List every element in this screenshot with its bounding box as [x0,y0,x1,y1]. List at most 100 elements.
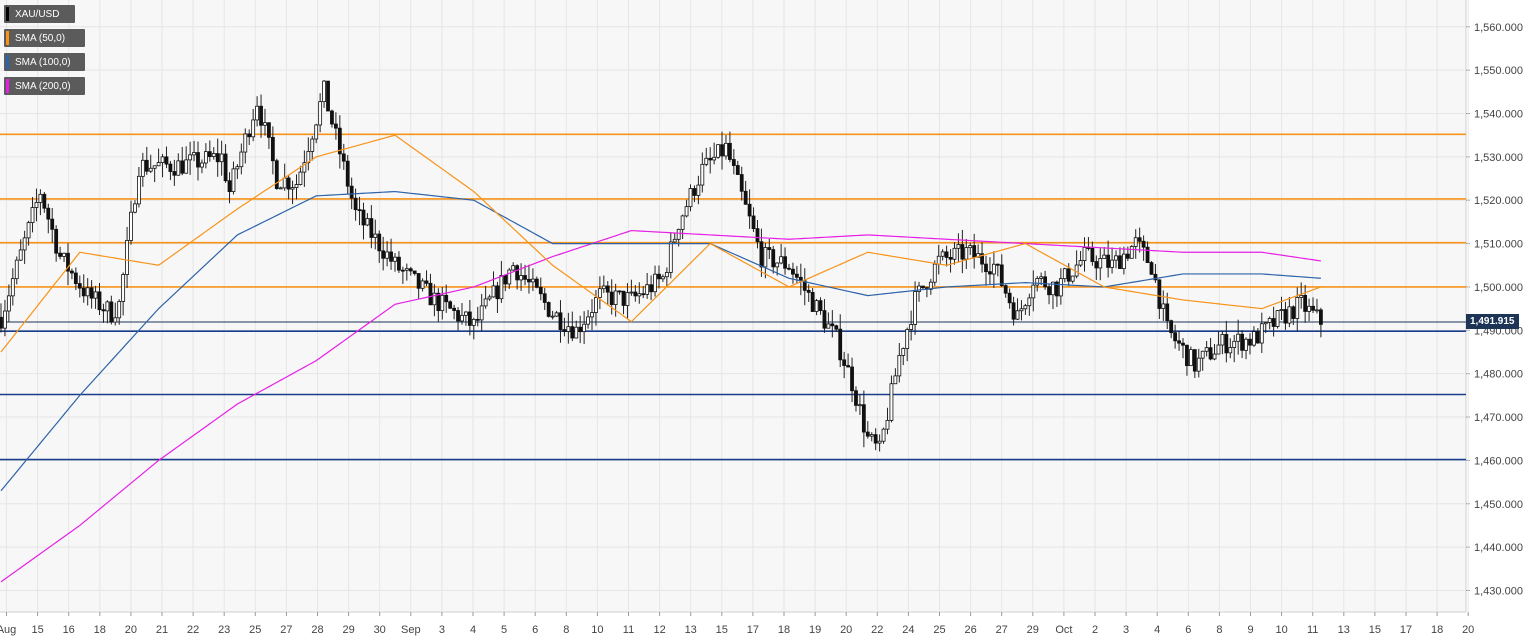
candle-body [538,286,543,295]
candle-body [436,292,441,312]
candle-body [22,237,27,251]
x-tick-label: Aug [0,624,16,636]
candle-body [802,280,807,291]
candle-body [1047,286,1051,296]
candle-body [491,285,496,298]
candle-body [1311,305,1315,311]
candle-body [1145,246,1150,263]
legend-label-sma200: SMA (200,0) [15,80,71,92]
candle-body [448,301,453,309]
candle-body [1263,322,1268,325]
candle-body [881,428,886,442]
candle-body [645,284,650,295]
candle-body [1114,255,1118,261]
candle-body [566,326,571,332]
candle-body [219,153,224,163]
x-tick-label: 12 [653,624,665,636]
candle-body [917,285,921,292]
candle-body [877,440,882,444]
candle-body [637,293,642,297]
candle-body [337,127,342,155]
candle-body [302,162,307,173]
candle-body [1240,333,1244,351]
candle-body [1303,294,1308,312]
candle-body [1192,349,1197,372]
candle-body [1185,344,1189,367]
candle-body [62,252,66,257]
candle-body [822,310,827,329]
candle-body [322,80,326,103]
candle-body [1039,276,1044,279]
legend-item-sma100[interactable]: SMA (100,0) [4,53,85,71]
y-tick-label: 1,530.000 [1474,152,1523,164]
legend-item-sma50[interactable]: SMA (50,0) [4,29,85,47]
candle-body [712,156,717,161]
candle-body [1275,310,1280,327]
candle-body [1003,285,1008,294]
candle-body [984,263,988,273]
candle-body [432,292,437,306]
legend-label-sma100: SMA (100,0) [15,56,71,68]
x-tick-label: 21 [156,624,168,636]
candle-body [1058,278,1063,297]
candle-body [838,328,843,361]
candle-body [385,251,390,259]
x-tick-label: 23 [218,624,230,636]
candle-body [806,289,811,293]
x-tick-label: 20 [125,624,137,636]
candle-body [416,273,421,289]
candle-body [980,253,984,265]
candle-body [471,318,476,326]
candle-body [1015,310,1020,320]
candle-body [278,187,283,190]
legend-item-sma200[interactable]: SMA (200,0) [4,77,85,95]
sma50-line [0,134,1322,353]
current-price-tag: 1,491.915 [1466,314,1519,329]
candle-body [1007,292,1012,304]
candle-body [554,312,559,317]
x-tick-label: 5 [501,624,507,636]
candle-body [834,325,839,330]
legend-swatch-sma100 [6,55,9,69]
candle-body [661,276,665,280]
candle-body [188,154,193,161]
candle-body [1027,297,1032,307]
candle-body [1094,261,1099,269]
candle-body [668,241,673,273]
x-tick-label: 25 [933,624,945,636]
candle-body [318,101,323,126]
candle-body [913,291,917,325]
candle-body [546,302,551,317]
x-tick-label: 8 [1216,624,1222,636]
candle-body [136,175,141,205]
candle-body [176,160,181,176]
candle-body [452,307,457,311]
candle-body [444,294,449,303]
y-tick-label: 1,560.000 [1474,22,1523,34]
candle-body [653,273,657,293]
x-tick-label: 15 [1369,624,1381,636]
candle-body [239,151,244,168]
candle-body [1232,340,1237,348]
candle-body [1319,309,1323,325]
x-tick-label: 3 [439,624,445,636]
candle-body [58,252,62,257]
candle-body [531,278,535,283]
candle-body [948,257,953,260]
candle-body [487,296,492,300]
y-tick-label: 1,550.000 [1474,65,1523,77]
candle-body [664,272,669,278]
plot-area [0,0,1466,612]
candle-body [34,202,39,208]
x-tick-label: 22 [871,624,883,636]
legend-item-xauusd[interactable]: XAU/USD [4,5,75,23]
candle-body [215,153,220,163]
candle-body [357,209,362,212]
candle-body [294,184,299,188]
candle-body [255,105,260,121]
candle-body [601,285,606,290]
candle-body [755,228,760,243]
candle-body [613,290,618,305]
candle-body [1153,273,1158,281]
